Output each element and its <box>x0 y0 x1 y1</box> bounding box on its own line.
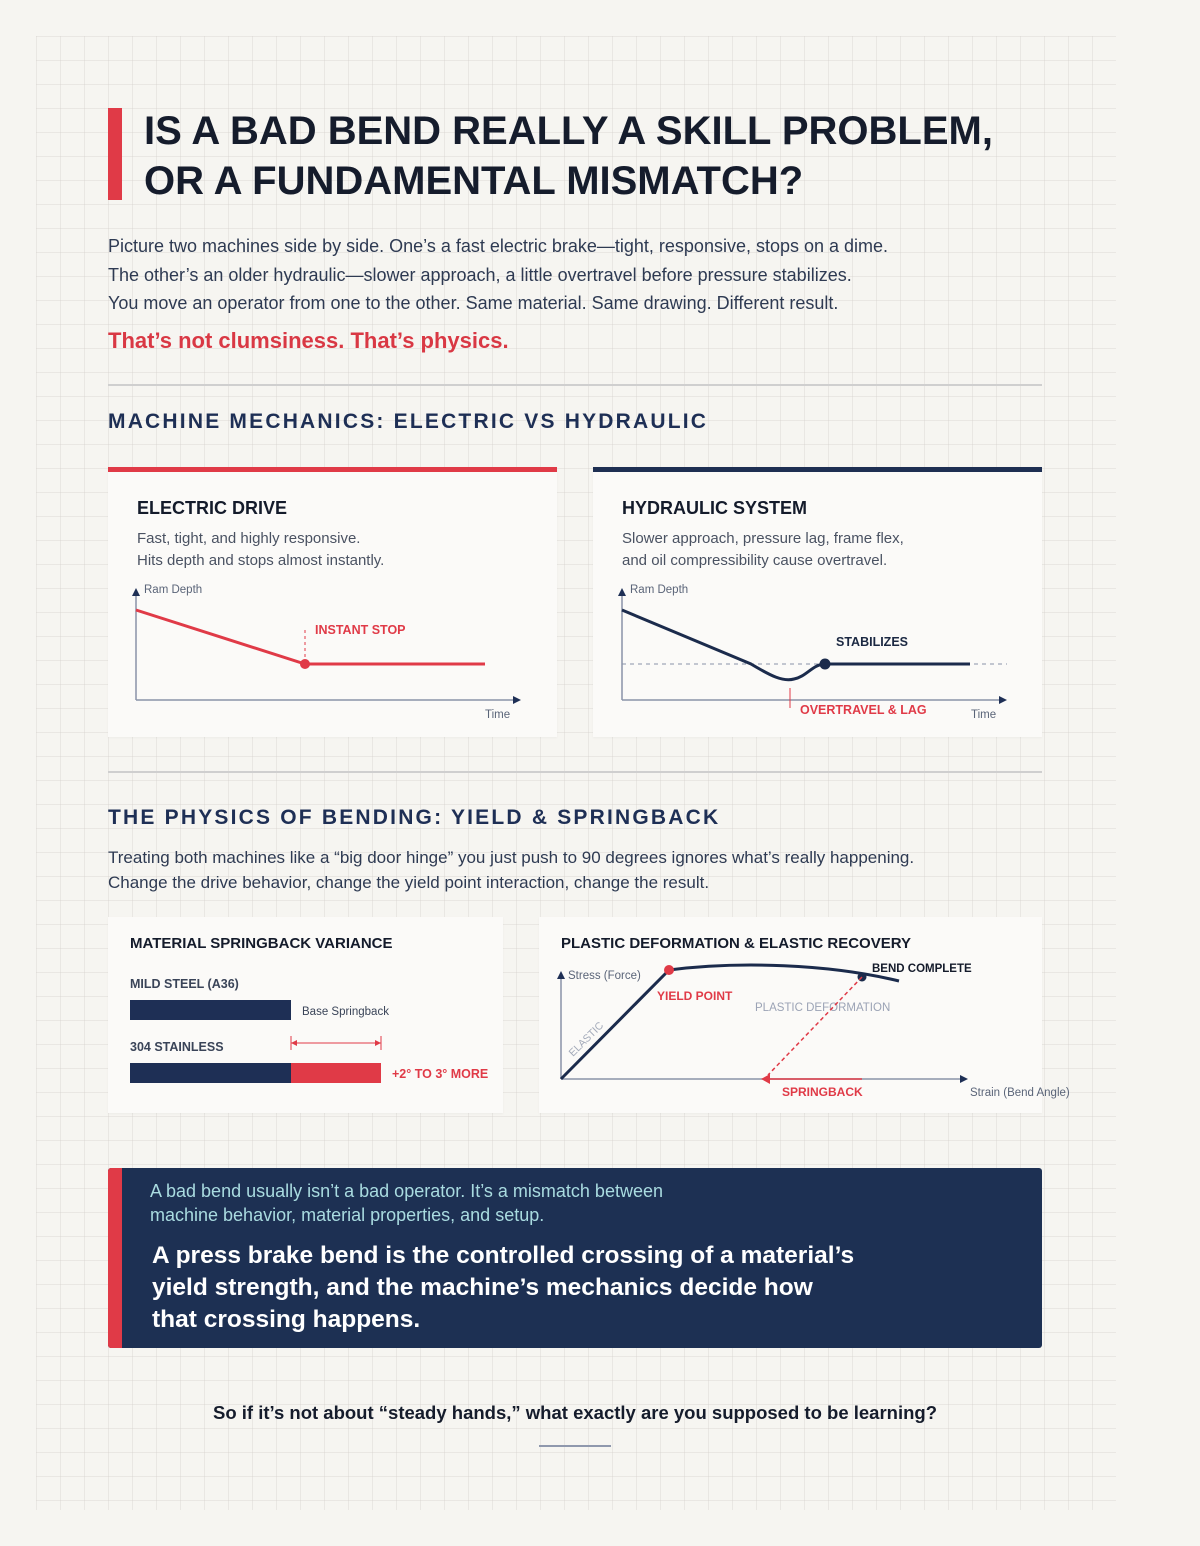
x-axis-label: Strain (Bend Angle) <box>970 1087 1070 1099</box>
plastic-deformation-label: PLASTIC DEFORMATION <box>755 1002 890 1014</box>
ram-depth-line <box>621 608 970 682</box>
electric-ram-depth-chart: Ram Depth Time INSTANT STOP <box>132 584 521 721</box>
yield-point-label: YIELD POINT <box>657 989 733 1003</box>
intro-line: Picture two machines side by side. One’s… <box>108 236 889 256</box>
stainless-base-bar <box>130 1063 291 1083</box>
overtravel-label: OVERTRAVEL & LAG <box>800 703 927 717</box>
section-divider <box>108 384 1042 386</box>
closing-underline <box>539 1445 611 1447</box>
callout-subtext: A bad bend usually isn’t a bad operator.… <box>150 1180 663 1227</box>
card-description-line: Fast, tight, and highly responsive. <box>137 530 361 547</box>
springback-label: SPRINGBACK <box>782 1085 863 1099</box>
hydraulic-ram-depth-chart: Ram Depth Time STABILIZES OVERTRAVEL & L… <box>618 584 1007 721</box>
title-accent-bar <box>108 108 122 200</box>
stainless-note: +2° TO 3° MORE <box>392 1067 488 1081</box>
section-divider <box>108 771 1042 773</box>
x-axis-arrow-icon <box>960 1075 968 1083</box>
callout-subtext-line: machine behavior, material properties, a… <box>150 1204 545 1225</box>
page-title-line: IS A BAD BEND REALLY A SKILL PROBLEM, <box>144 109 993 153</box>
deformation-card: PLASTIC DEFORMATION & ELASTIC RECOVERY S… <box>539 917 1070 1113</box>
y-axis-label: Ram Depth <box>144 584 202 596</box>
elastic-line <box>559 968 671 1081</box>
card-description-line: and oil compressibility cause overtravel… <box>622 551 888 569</box>
instant-stop-label: INSTANT STOP <box>315 623 406 637</box>
page-title: IS A BAD BEND REALLY A SKILL PROBLEM, OR… <box>144 106 1064 206</box>
bracket-arrow-icon <box>291 1040 297 1046</box>
stabilize-point <box>819 658 831 670</box>
x-axis-label: Time <box>485 709 510 721</box>
card-title: ELECTRIC DRIVE <box>137 498 288 518</box>
physics-heading: THE PHYSICS OF BENDING: YIELD & SPRINGBA… <box>108 806 721 829</box>
yield-point <box>664 965 674 975</box>
y-axis-label: Stress (Force) <box>568 970 641 982</box>
card-description-line: Slower approach, pressure lag, frame fle… <box>622 530 904 547</box>
y-axis-arrow-icon <box>618 588 626 596</box>
x-axis-arrow-icon <box>513 696 521 704</box>
intro-line: The other’s an older hydraulic—slower ap… <box>108 264 852 285</box>
mild-steel-note: Base Springback <box>302 1006 389 1018</box>
physics-paragraph: Treating both machines like a “big door … <box>108 845 1008 895</box>
callout-accent-bar <box>108 1168 122 1348</box>
intro-emphasis: That’s not clumsiness. That’s physics. <box>108 328 509 353</box>
stainless-extra-bar <box>291 1063 381 1083</box>
y-axis-arrow-icon <box>132 588 140 596</box>
hydraulic-system-card: HYDRAULIC SYSTEM Slower approach, pressu… <box>593 467 1042 737</box>
callout-statement-line: A press brake bend is the controlled cro… <box>152 1242 855 1269</box>
bracket-arrow-icon <box>375 1040 381 1046</box>
callout-statement-line: yield strength, and the machine’s mechan… <box>152 1274 813 1301</box>
x-axis-arrow-icon <box>999 696 1007 704</box>
mild-steel-bar <box>130 1000 291 1020</box>
springback-path <box>767 976 863 1076</box>
y-axis-arrow-icon <box>557 971 565 979</box>
electric-drive-card: ELECTRIC DRIVE Fast, tight, and highly r… <box>108 467 557 737</box>
x-axis-label: Time <box>971 709 996 721</box>
card-title: HYDRAULIC SYSTEM <box>622 498 808 518</box>
intro-paragraph: Picture two machines side by side. One’s… <box>108 232 1008 318</box>
mechanics-heading: MACHINE MECHANICS: ELECTRIC VS HYDRAULIC <box>108 410 709 433</box>
springback-arrow-icon <box>761 1074 770 1084</box>
stainless-label: 304 STAINLESS <box>130 1040 224 1054</box>
callout-statement: A press brake bend is the controlled cro… <box>152 1240 854 1336</box>
card-description-line: Hits depth and stops almost instantly. <box>137 551 385 569</box>
stop-point <box>300 659 310 669</box>
physics-line: Change the drive behavior, change the yi… <box>108 873 710 892</box>
callout-statement-line: that crossing happens. <box>152 1306 421 1333</box>
card-description: Slower approach, pressure lag, frame fle… <box>622 528 904 571</box>
stabilizes-label: STABILIZES <box>836 635 908 649</box>
springback-variance-card: MATERIAL SPRINGBACK VARIANCE MILD STEEL … <box>108 917 503 1113</box>
card-title: MATERIAL SPRINGBACK VARIANCE <box>130 935 393 952</box>
card-description: Fast, tight, and highly responsive. Hits… <box>137 528 384 571</box>
physics-line: Treating both machines like a “big door … <box>108 848 915 867</box>
springback-bar-chart: MILD STEEL (A36) Base Springback 304 STA… <box>130 977 488 1083</box>
card-title: PLASTIC DEFORMATION & ELASTIC RECOVERY <box>561 935 912 952</box>
ram-depth-line <box>135 608 485 666</box>
stress-strain-chart: Stress (Force) Strain (Bend Angle) ELAST… <box>557 963 1070 1099</box>
callout-subtext-line: A bad bend usually isn’t a bad operator.… <box>150 1181 663 1201</box>
plastic-curve <box>668 963 900 983</box>
bend-complete-label: BEND COMPLETE <box>872 963 972 975</box>
y-axis-label: Ram Depth <box>630 584 688 596</box>
mild-steel-label: MILD STEEL (A36) <box>130 977 239 991</box>
page-title-line: OR A FUNDAMENTAL MISMATCH? <box>144 159 804 203</box>
intro-line: You move an operator from one to the oth… <box>108 293 839 313</box>
key-insight-callout: A bad bend usually isn’t a bad operator.… <box>108 1168 1042 1348</box>
closing-question: So if it’s not about “steady hands,” wha… <box>212 1402 938 1423</box>
